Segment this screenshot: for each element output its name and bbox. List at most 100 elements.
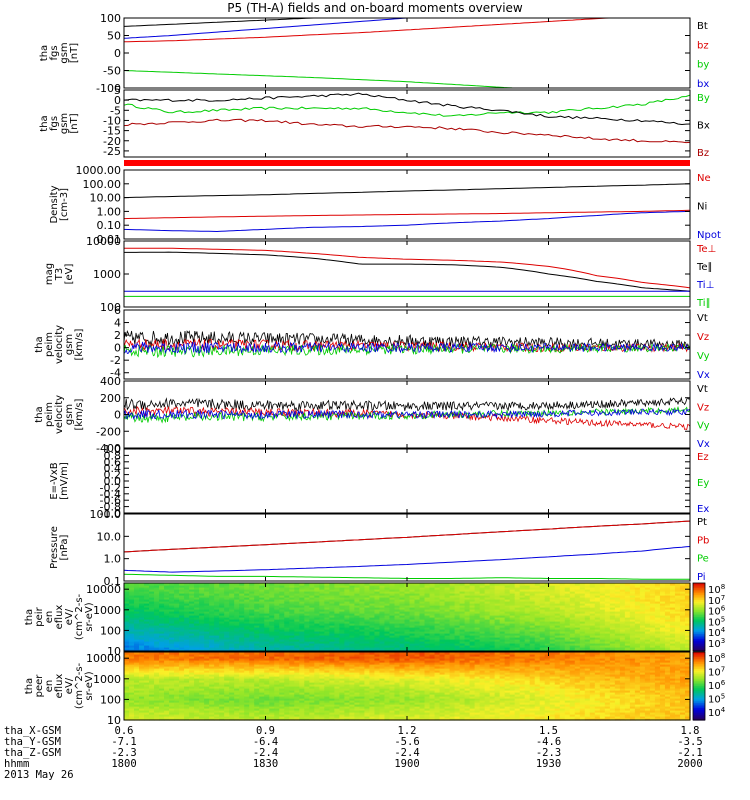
heatmap-cell (189, 637, 195, 640)
heatmap-cell (394, 619, 401, 622)
heatmap-cell (314, 601, 320, 604)
heatmap-cell (439, 623, 446, 626)
heatmap-cell (194, 708, 200, 711)
heatmap-cell (214, 690, 220, 693)
heatmap-cell (574, 631, 581, 634)
heatmap-cell (599, 643, 606, 646)
y-axis-label: Pressure (49, 526, 60, 569)
heatmap-cell (369, 627, 376, 630)
heatmap-cell (574, 645, 581, 648)
heatmap-cell (194, 603, 200, 606)
heatmap-cell (199, 605, 205, 608)
heatmap-cell (184, 635, 190, 638)
heatmap-cell (404, 625, 411, 628)
heatmap-cell (249, 635, 255, 638)
heatmap-cell (434, 633, 441, 636)
heatmap-cell (274, 649, 280, 652)
heatmap-cell (424, 637, 431, 640)
heatmap-cell (444, 647, 451, 650)
heatmap-cell (149, 712, 155, 715)
heatmap-cell (554, 633, 561, 636)
heatmap-cell (594, 605, 601, 608)
heatmap-cell (469, 635, 476, 638)
heatmap-cell (334, 633, 340, 636)
heatmap-cell (124, 700, 130, 703)
heatmap-cell (459, 627, 466, 630)
heatmap-cell (589, 617, 596, 620)
heatmap-cell (309, 631, 315, 634)
heatmap-cell (269, 613, 275, 616)
heatmap-cell (579, 597, 586, 600)
heatmap-cell (579, 609, 586, 612)
heatmap-cell (224, 601, 230, 604)
heatmap-cell (219, 607, 225, 610)
heatmap-cell (469, 599, 476, 602)
heatmap-cell (254, 627, 260, 630)
heatmap-cell (499, 637, 506, 640)
heatmap-cell (269, 635, 275, 638)
heatmap-cell (179, 629, 185, 632)
heatmap-cell (499, 583, 506, 586)
heatmap-cell (354, 585, 361, 588)
heatmap-cell (189, 645, 195, 648)
heatmap-cell (574, 641, 581, 644)
heatmap-cell (584, 641, 591, 644)
y-tick-label: 0 (114, 342, 121, 355)
heatmap-cell (669, 603, 676, 606)
heatmap-cell (144, 623, 150, 626)
heatmap-cell (209, 714, 215, 717)
heatmap-cell (329, 621, 335, 624)
heatmap-cell (384, 617, 391, 620)
heatmap-cell (364, 613, 371, 616)
heatmap-cell (129, 645, 135, 648)
heatmap-cell (674, 649, 681, 652)
heatmap-cell (589, 591, 596, 594)
heatmap-cell (364, 603, 371, 606)
heatmap-cell (129, 718, 135, 721)
heatmap-cell (189, 696, 195, 699)
heatmap-cell (194, 589, 200, 592)
heatmap-cell (124, 601, 130, 604)
heatmap-cell (659, 621, 666, 624)
heatmap-cell (139, 641, 145, 644)
heatmap-cell (299, 641, 305, 644)
heatmap-cell (314, 643, 320, 646)
heatmap-cell (409, 605, 416, 608)
legend-label: Vx (697, 370, 710, 381)
heatmap-cell (674, 643, 681, 646)
heatmap-cell (179, 654, 185, 657)
heatmap-cell (354, 631, 361, 634)
heatmap-cell (444, 599, 451, 602)
heatmap-cell (509, 645, 516, 648)
heatmap-cell (274, 641, 280, 644)
heatmap-cell (339, 645, 345, 648)
heatmap-cell (219, 629, 225, 632)
heatmap-cell (209, 617, 215, 620)
y-tick-label: 5 (114, 84, 121, 97)
heatmap-cell (179, 607, 185, 610)
heatmap-cell (329, 641, 335, 644)
heatmap-cell (264, 633, 270, 636)
heatmap-cell (454, 639, 461, 642)
heatmap-cell (179, 591, 185, 594)
heatmap-cell (649, 641, 656, 644)
heatmap-cell (279, 609, 285, 612)
heatmap-cell (674, 607, 681, 610)
heatmap-cell (634, 623, 641, 626)
heatmap-cell (594, 647, 601, 650)
heatmap-cell (339, 647, 345, 650)
heatmap-cell (634, 609, 641, 612)
heatmap-cell (384, 647, 391, 650)
heatmap-cell (489, 635, 496, 638)
heatmap-cell (289, 631, 295, 634)
heatmap-cell (139, 716, 145, 719)
heatmap-cell (574, 597, 581, 600)
heatmap-cell (299, 607, 305, 610)
heatmap-cell (279, 643, 285, 646)
heatmap-cell (149, 682, 155, 685)
heatmap-cell (149, 690, 155, 693)
heatmap-cell (189, 692, 195, 695)
heatmap-cell (604, 637, 611, 640)
heatmap-cell (214, 619, 220, 622)
heatmap-cell (544, 621, 551, 624)
